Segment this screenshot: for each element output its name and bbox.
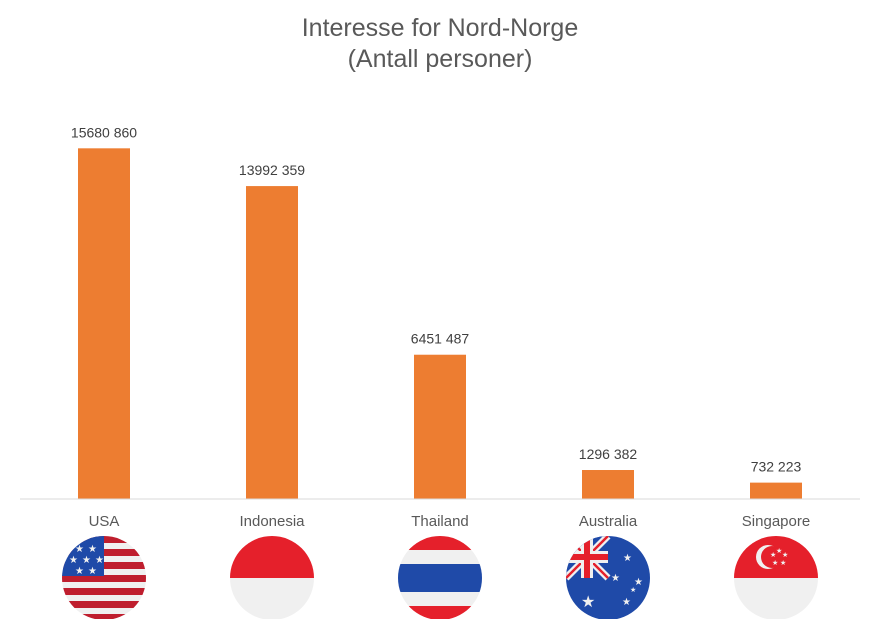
usa-flag-icon: ★ ★ ★ ★ ★ ★ ★	[62, 536, 146, 619]
svg-text:★: ★	[75, 544, 84, 555]
data-label-indonesia: 13992 359	[239, 162, 305, 178]
svg-text:★: ★	[95, 555, 104, 566]
category-labels-group: USA Indonesia Thailand Australia Singapore	[89, 513, 811, 530]
data-label-thailand: 6451 487	[411, 331, 470, 347]
data-label-usa: 15680 860	[71, 124, 137, 140]
svg-text:★: ★	[780, 559, 786, 567]
svg-text:★: ★	[623, 553, 632, 564]
svg-text:★: ★	[770, 551, 776, 559]
svg-text:★: ★	[634, 577, 643, 588]
svg-text:★: ★	[782, 551, 788, 559]
bar-singapore	[750, 482, 802, 499]
svg-text:★: ★	[581, 592, 595, 611]
category-label-thailand: Thailand	[411, 513, 469, 530]
svg-text:★: ★	[611, 573, 620, 584]
australia-flag-icon: ★ ★ ★ ★ ★ ★	[566, 536, 650, 619]
chart-subtitle: (Antall personer)	[348, 45, 533, 73]
svg-text:★: ★	[772, 559, 778, 567]
indonesia-flag-icon	[230, 536, 314, 619]
svg-text:★: ★	[75, 566, 84, 577]
bar-thailand	[414, 354, 466, 499]
category-label-singapore: Singapore	[742, 513, 810, 530]
singapore-flag-icon: ★ ★ ★ ★ ★	[734, 536, 818, 619]
bar-usa	[78, 148, 130, 499]
svg-text:★: ★	[622, 597, 631, 608]
chart-title: Interesse for Nord-Norge	[302, 14, 579, 42]
bar-australia	[582, 470, 634, 499]
data-label-australia: 1296 382	[579, 446, 638, 462]
data-label-singapore: 732 223	[751, 459, 802, 475]
thailand-flag-icon	[398, 536, 482, 619]
svg-text:★: ★	[776, 547, 782, 555]
svg-text:★: ★	[88, 566, 97, 577]
bars-group	[78, 148, 802, 500]
svg-text:★: ★	[88, 544, 97, 555]
category-label-australia: Australia	[579, 513, 638, 530]
svg-text:★: ★	[69, 555, 78, 566]
data-labels-group: 15680 860 13992 359 6451 487 1296 382 732 22…	[71, 124, 802, 474]
category-label-indonesia: Indonesia	[239, 513, 305, 530]
svg-text:★: ★	[630, 586, 636, 594]
svg-text:★: ★	[82, 555, 91, 566]
category-label-usa: USA	[89, 513, 120, 530]
bar-indonesia	[246, 186, 298, 500]
